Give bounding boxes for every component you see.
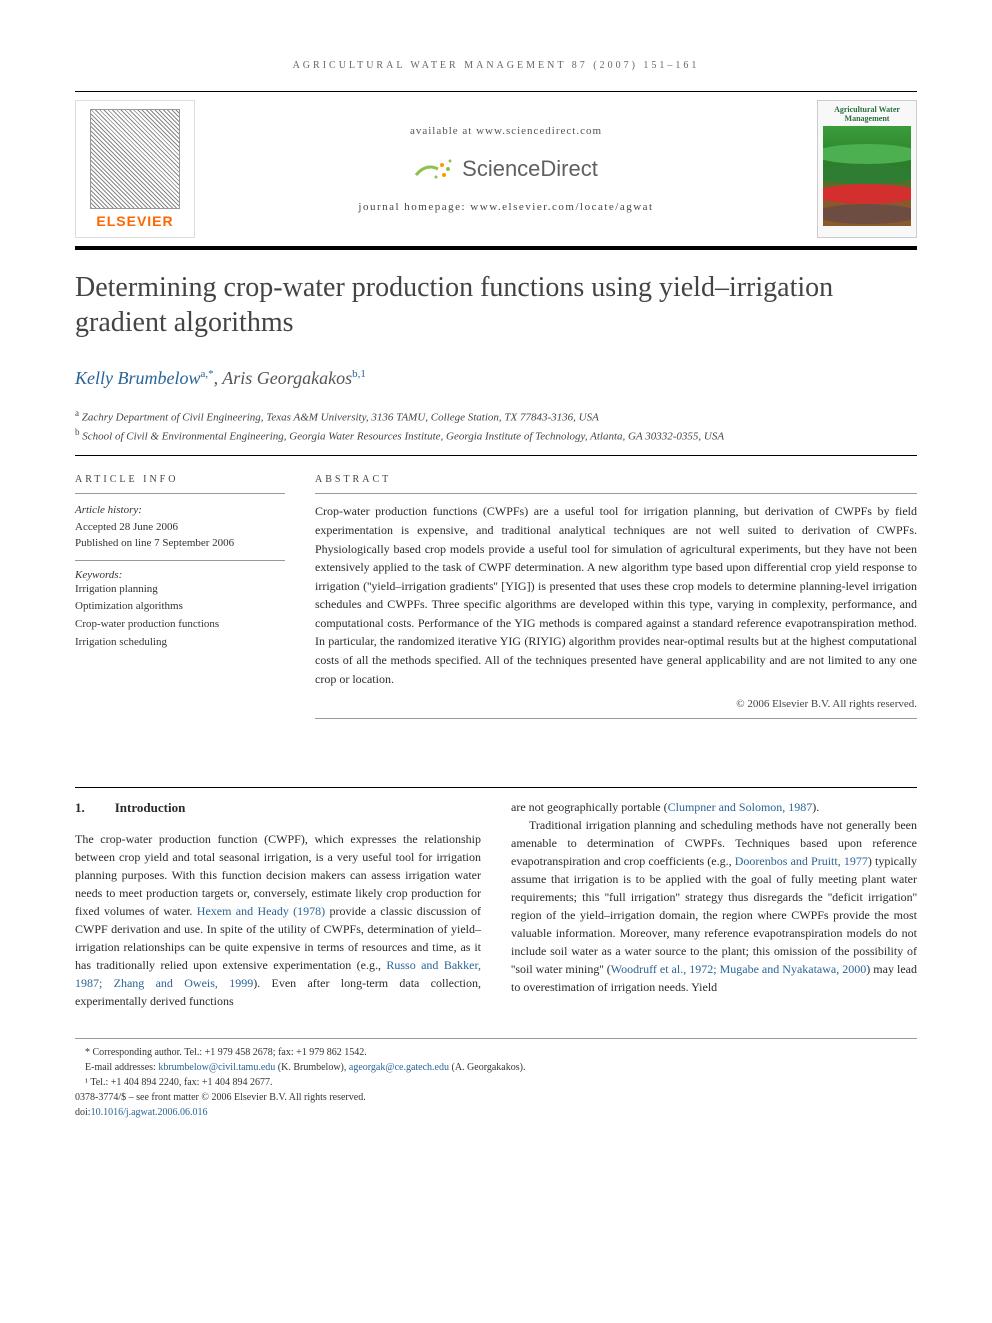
rule-mid <box>75 455 917 456</box>
email-line: E-mail addresses: kbrumbelow@civil.tamu.… <box>75 1060 917 1075</box>
article-info-column: ARTICLE INFO Article history: Accepted 2… <box>75 474 285 727</box>
footnotes: * Corresponding author. Tel.: +1 979 458… <box>75 1038 917 1120</box>
citation-link[interactable]: Clumpner and Solomon, 1987 <box>668 800 813 814</box>
keywords-list: Irrigation planning Optimization algorit… <box>75 581 285 651</box>
header-center: available at www.sciencedirect.com Scien… <box>210 100 802 238</box>
email-link[interactable]: kbrumbelow@civil.tamu.edu <box>158 1062 275 1073</box>
elsevier-logo: ELSEVIER <box>75 100 195 238</box>
section-title: Introduction <box>115 798 186 818</box>
keyword-item: Irrigation scheduling <box>75 634 285 652</box>
authors-line: Kelly Brumbelowa,*, Aris Georgakakosb,1 <box>75 368 917 389</box>
email-who: (A. Georgakakos). <box>449 1062 525 1073</box>
keywords-label: Keywords: <box>75 569 285 581</box>
email-link[interactable]: ageorgak@ce.gatech.edu <box>349 1062 449 1073</box>
sciencedirect-text: ScienceDirect <box>462 156 598 182</box>
rule-thick <box>75 246 917 250</box>
affiliation-a: a Zachry Department of Civil Engineering… <box>75 407 917 426</box>
article-info-label: ARTICLE INFO <box>75 474 285 485</box>
journal-cover: Agricultural Water Management <box>817 100 917 238</box>
doi-link[interactable]: 10.1016/j.agwat.2006.06.016 <box>91 1107 208 1118</box>
author-1-sup: a,* <box>200 368 213 380</box>
journal-cover-title: Agricultural Water Management <box>822 105 912 123</box>
citation-link[interactable]: Woodruff et al., 1972; Mugabe and Nyakat… <box>611 962 867 976</box>
affiliation-b: b School of Civil & Environmental Engine… <box>75 426 917 445</box>
body-paragraph: are not geographically portable (Clumpne… <box>511 798 917 816</box>
elsevier-tree-icon <box>90 109 180 209</box>
body-column-right: are not geographically portable (Clumpne… <box>511 798 917 1010</box>
available-at-text: available at www.sciencedirect.com <box>410 125 602 137</box>
keyword-item: Irrigation planning <box>75 581 285 599</box>
elsevier-wordmark: ELSEVIER <box>96 213 173 229</box>
abstract-text: Crop-water production functions (CWPFs) … <box>315 502 917 688</box>
section-number: 1. <box>75 798 85 818</box>
author-2-sup: b,1 <box>352 368 366 380</box>
abstract-label: ABSTRACT <box>315 474 917 485</box>
aff-b-sup: b <box>75 427 80 437</box>
footnote-tel: ¹ Tel.: +1 404 894 2240, fax: +1 404 894… <box>75 1075 917 1090</box>
aff-a-sup: a <box>75 408 79 418</box>
history-label: Article history: <box>75 502 285 519</box>
journal-cover-art-icon <box>823 126 911 226</box>
abstract-copyright: © 2006 Elsevier B.V. All rights reserved… <box>315 698 917 710</box>
body-paragraph: The crop-water production function (CWPF… <box>75 830 481 1010</box>
corresponding-author: * Corresponding author. Tel.: +1 979 458… <box>75 1045 917 1060</box>
citation-link[interactable]: Hexem and Heady (1978) <box>197 904 325 918</box>
info-rule-2 <box>75 560 285 561</box>
abstract-rule-bottom <box>315 718 917 719</box>
body-text: are not geographically portable ( <box>511 800 668 814</box>
article-history: Article history: Accepted 28 June 2006 P… <box>75 502 285 552</box>
body-text: ). <box>812 800 819 814</box>
body-columns: 1. Introduction The crop-water productio… <box>75 798 917 1010</box>
email-label: E-mail addresses: <box>85 1062 158 1073</box>
journal-homepage: journal homepage: www.elsevier.com/locat… <box>358 201 653 213</box>
author-link-1[interactable]: Kelly Brumbelow <box>75 368 200 388</box>
body-paragraph: Traditional irrigation planning and sche… <box>511 816 917 996</box>
sciencedirect-logo[interactable]: ScienceDirect <box>414 155 598 183</box>
aff-a-text: Zachry Department of Civil Engineering, … <box>82 412 599 424</box>
rule-top <box>75 91 917 92</box>
abstract-column: ABSTRACT Crop-water production functions… <box>315 474 917 727</box>
abstract-rule <box>315 493 917 494</box>
affiliations: a Zachry Department of Civil Engineering… <box>75 407 917 445</box>
front-matter: 0378-3774/$ – see front matter © 2006 El… <box>75 1090 917 1105</box>
keyword-item: Optimization algorithms <box>75 598 285 616</box>
doi-line: doi:10.1016/j.agwat.2006.06.016 <box>75 1105 917 1120</box>
info-abstract-row: ARTICLE INFO Article history: Accepted 2… <box>75 474 917 727</box>
info-rule-1 <box>75 493 285 494</box>
doi-label: doi: <box>75 1107 91 1118</box>
rule-body-top <box>75 787 917 788</box>
running-head: AGRICULTURAL WATER MANAGEMENT 87 (2007) … <box>75 60 917 71</box>
section-heading: 1. Introduction <box>75 798 481 818</box>
keyword-item: Crop-water production functions <box>75 616 285 634</box>
article-title: Determining crop-water production functi… <box>75 270 917 340</box>
author-sep: , Aris Georgakakos <box>214 368 353 388</box>
author-1: Kelly Brumbelow <box>75 368 200 388</box>
body-column-left: 1. Introduction The crop-water productio… <box>75 798 481 1010</box>
sciencedirect-swoosh-icon <box>414 155 454 183</box>
body-text: ) typically assume that irrigation is to… <box>511 854 917 976</box>
accepted-date: Accepted 28 June 2006 <box>75 519 285 536</box>
publisher-header: ELSEVIER available at www.sciencedirect.… <box>75 100 917 238</box>
published-date: Published on line 7 September 2006 <box>75 535 285 552</box>
citation-link[interactable]: Doorenbos and Pruitt, 1977 <box>735 854 868 868</box>
aff-b-text: School of Civil & Environmental Engineer… <box>82 431 724 443</box>
email-who: (K. Brumbelow), <box>275 1062 349 1073</box>
